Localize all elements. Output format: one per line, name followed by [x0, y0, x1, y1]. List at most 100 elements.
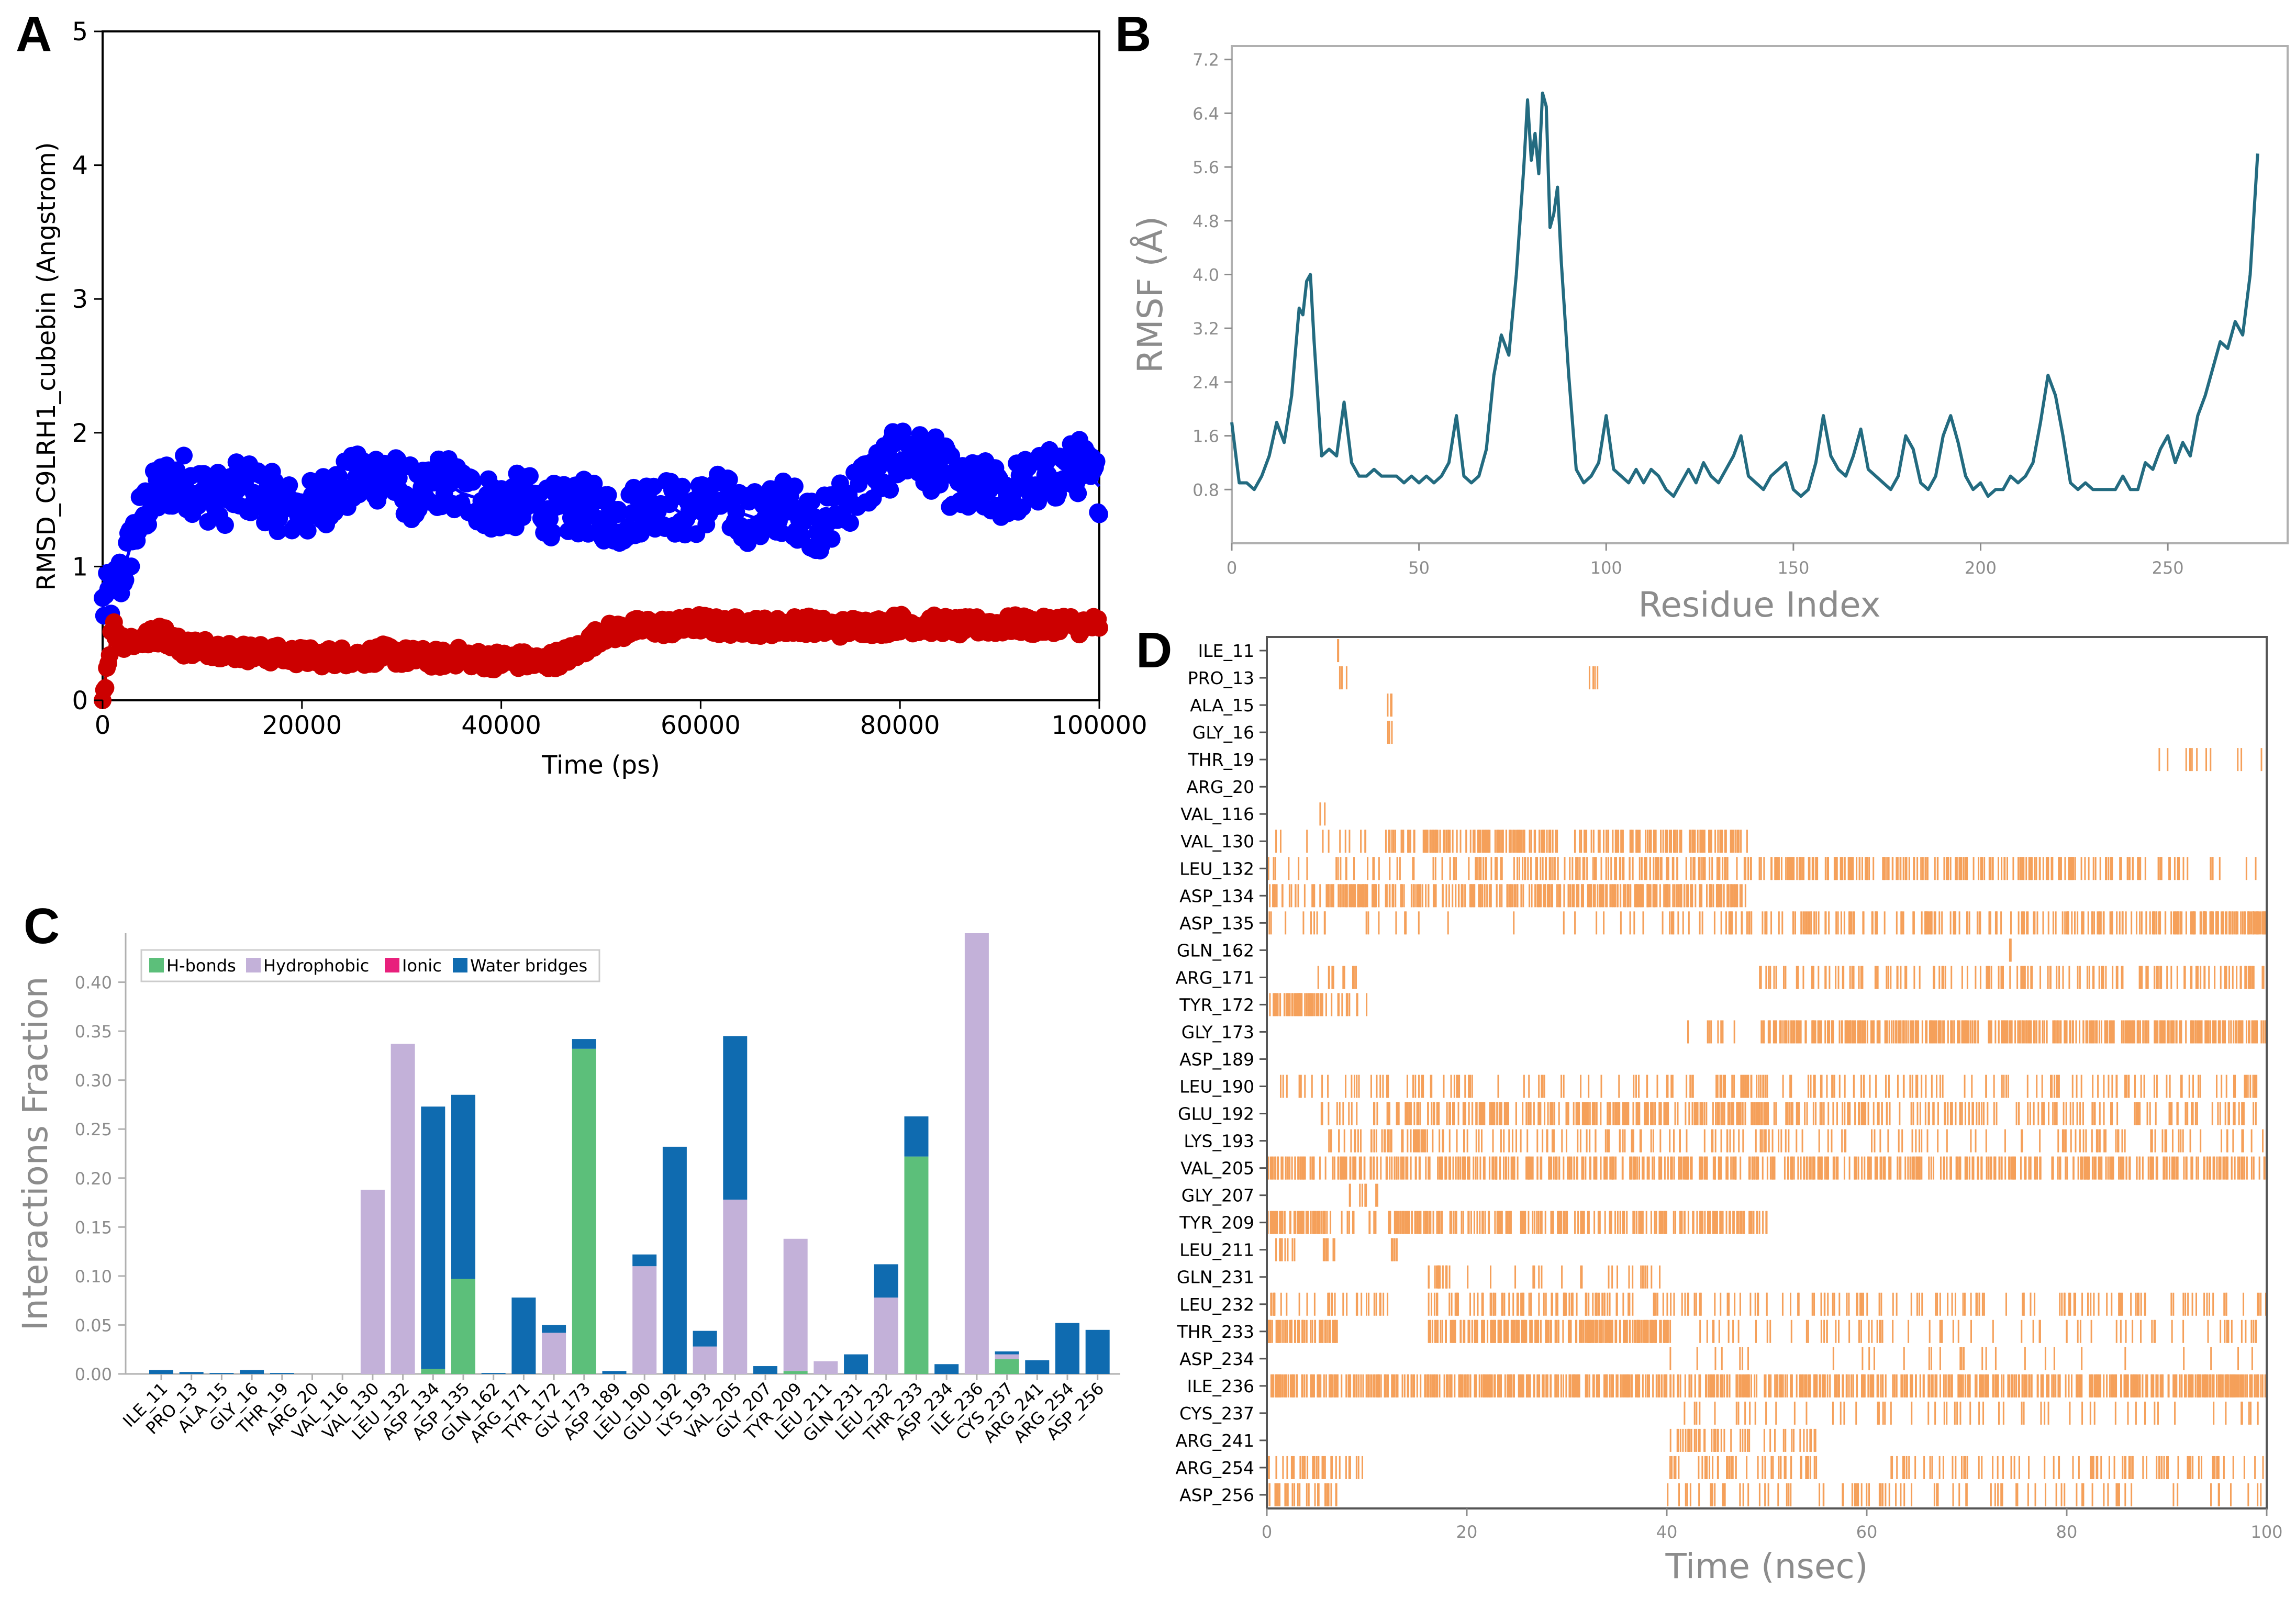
contact-mark	[1955, 1156, 1957, 1180]
contact-mark	[1877, 966, 1879, 989]
contact-mark	[1718, 1156, 1720, 1180]
contact-mark	[1864, 1156, 1866, 1180]
contact-mark	[1690, 1156, 1692, 1180]
contact-mark	[1629, 1156, 1631, 1180]
contact-mark	[1731, 911, 1733, 935]
contact-mark	[1602, 884, 1604, 908]
contact-mark	[2021, 1020, 2023, 1044]
contact-mark	[1946, 1156, 1948, 1180]
contact-mark	[1528, 884, 1530, 908]
contact-mark	[1751, 1102, 1753, 1125]
panel-c-bars-layer	[149, 933, 1110, 1374]
contact-mark	[1841, 1129, 1843, 1153]
contact-mark	[1769, 966, 1771, 989]
contact-mark	[1367, 857, 1369, 880]
bar-water-bridges-arg_254	[1055, 1323, 1079, 1374]
contact-mark	[1691, 1102, 1693, 1125]
contact-mark	[1993, 1156, 1996, 1180]
contact-mark	[2140, 1075, 2142, 1098]
contact-mark	[1833, 1075, 1835, 1098]
contact-mark	[2134, 1020, 2136, 1044]
contact-mark	[2195, 1156, 2198, 1180]
contact-mark	[1330, 1211, 1332, 1234]
contact-mark	[1797, 1020, 1799, 1044]
contact-mark	[2039, 1020, 2041, 1044]
contact-mark	[1972, 1156, 1975, 1180]
contact-mark	[1338, 993, 1340, 1016]
contact-mark	[1660, 857, 1663, 880]
contact-mark	[1699, 884, 1701, 908]
contact-mark	[1764, 911, 1766, 935]
bar-water-bridges-asp_134	[421, 1106, 445, 1369]
contact-mark	[1691, 884, 1693, 908]
contact-mark	[1339, 666, 1341, 690]
contact-mark	[1291, 993, 1293, 1016]
contact-mark	[1792, 911, 1794, 935]
contact-mark	[1666, 830, 1668, 853]
contact-mark	[1527, 857, 1529, 880]
contact-mark	[1615, 1156, 1617, 1180]
contact-mark	[1613, 884, 1615, 908]
contact-mark	[2180, 1129, 2182, 1153]
contact-mark	[1622, 830, 1624, 853]
contact-mark	[1861, 857, 1863, 880]
contact-mark	[1551, 884, 1553, 908]
contact-mark	[1979, 966, 1981, 989]
contact-mark	[2256, 1020, 2258, 1044]
contact-mark	[2155, 911, 2157, 935]
contact-mark	[2220, 911, 2222, 935]
contact-mark	[1313, 911, 1316, 935]
contact-mark	[1534, 884, 1536, 908]
contact-mark	[2157, 966, 2159, 989]
contact-mark	[1990, 966, 1992, 989]
contact-mark	[1437, 1211, 1440, 1234]
legend-label-hbonds: H-bonds	[166, 956, 236, 976]
contact-mark	[1824, 1020, 1826, 1044]
contact-mark	[1849, 911, 1851, 935]
contact-mark	[1359, 884, 1361, 908]
contact-mark	[1846, 1020, 1848, 1044]
contact-mark	[2159, 966, 2161, 989]
contact-mark	[1712, 1156, 1714, 1180]
contact-mark	[1421, 1075, 1423, 1098]
contact-mark	[1902, 857, 1904, 880]
contact-mark	[1332, 1156, 1334, 1180]
contact-mark	[1500, 830, 1502, 853]
contact-mark	[1484, 1156, 1486, 1180]
contact-mark	[1760, 857, 1762, 880]
contact-mark	[1580, 830, 1582, 853]
contact-mark	[2111, 911, 2113, 935]
contact-mark	[1453, 857, 1455, 880]
contact-mark	[1837, 966, 1840, 989]
contact-mark	[1797, 1156, 1799, 1180]
contact-mark	[1413, 857, 1415, 880]
contact-mark	[1918, 1020, 1920, 1044]
contact-mark	[1304, 993, 1306, 1016]
panel-c-legend: H-bonds Hydrophobic Ionic Water bridges	[140, 949, 600, 982]
contact-mark	[1511, 1129, 1513, 1153]
contact-mark	[2177, 857, 2179, 880]
contact-mark	[1567, 1102, 1569, 1125]
contact-mark	[1337, 857, 1339, 880]
contact-mark	[2066, 1156, 2068, 1180]
contact-mark	[1582, 857, 1584, 880]
contact-mark	[1288, 857, 1290, 880]
contact-mark	[2197, 1020, 2199, 1044]
contact-mark	[2242, 1102, 2244, 1125]
contact-mark	[1538, 1102, 1540, 1125]
contact-mark	[1439, 1211, 1441, 1234]
contact-mark	[1961, 966, 1963, 989]
contact-mark	[1779, 1020, 1781, 1044]
contact-mark	[2248, 1020, 2250, 1044]
contact-mark	[1464, 884, 1466, 908]
contact-mark	[2029, 1102, 2031, 1125]
contact-mark	[1530, 857, 1532, 880]
contact-mark	[1366, 884, 1368, 908]
contact-mark	[1797, 1102, 1799, 1125]
contact-mark	[1592, 830, 1595, 853]
contact-mark	[2155, 1020, 2157, 1044]
contact-mark	[1629, 830, 1631, 853]
contact-mark	[1479, 1211, 1481, 1234]
contact-mark	[1987, 1156, 1989, 1180]
contact-mark	[1732, 1102, 1734, 1125]
